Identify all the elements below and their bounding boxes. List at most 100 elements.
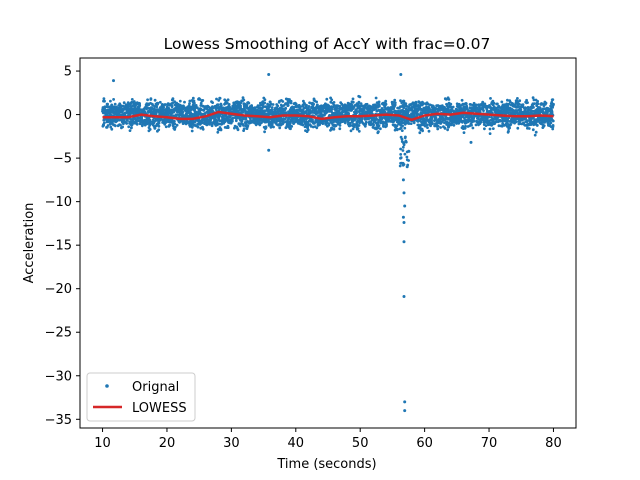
scatter-point — [402, 141, 406, 145]
scatter-point — [526, 101, 529, 104]
legend-marker-orignal — [105, 384, 109, 388]
scatter-point — [102, 121, 106, 125]
scatter-point — [507, 129, 510, 133]
scatter-point — [236, 128, 240, 132]
scatter-point — [194, 106, 197, 110]
scatter-point — [418, 131, 422, 135]
scatter-point — [146, 98, 150, 102]
scatter-point — [353, 103, 357, 107]
scatter-point — [533, 133, 537, 137]
scatter-point — [241, 111, 245, 114]
scatter-point — [281, 100, 285, 103]
scatter-point — [107, 120, 111, 124]
y-tick-label: −25 — [45, 326, 72, 341]
scatter-point — [247, 101, 251, 105]
scatter-point — [399, 99, 402, 102]
scatter-point — [289, 99, 293, 103]
scatter-point — [535, 124, 539, 127]
scatter-point — [163, 103, 167, 106]
scatter-point — [462, 116, 466, 119]
scatter-point — [459, 117, 463, 121]
scatter-point-outlier — [112, 79, 115, 83]
scatter-point — [196, 106, 199, 110]
scatter-point — [393, 123, 397, 127]
scatter-point — [436, 127, 440, 131]
scatter-point — [357, 100, 361, 104]
scatter-point — [544, 101, 548, 105]
scatter-point-outlier — [267, 73, 271, 76]
scatter-point — [343, 121, 347, 125]
scatter-point — [210, 124, 214, 128]
scatter-point — [487, 115, 491, 119]
scatter-point — [211, 101, 215, 104]
scatter-point — [126, 119, 129, 122]
scatter-point — [188, 99, 192, 103]
scatter-point — [211, 106, 215, 110]
x-tick-label: 60 — [416, 436, 433, 451]
scatter-point — [369, 120, 373, 124]
scatter-point — [268, 100, 272, 104]
scatter-point — [135, 122, 139, 126]
scatter-point — [173, 100, 177, 103]
scatter-point — [221, 114, 225, 117]
x-tick-label: 10 — [94, 436, 111, 451]
scatter-point — [407, 150, 411, 153]
scatter-point — [500, 100, 504, 104]
scatter-point — [430, 119, 433, 123]
scatter-point — [481, 100, 485, 104]
scatter-point — [542, 124, 546, 127]
scatter-point — [216, 130, 220, 134]
scatter-point — [199, 108, 203, 112]
scatter-point — [239, 104, 243, 108]
scatter-point — [226, 126, 230, 129]
scatter-point — [409, 122, 413, 125]
scatter-point — [289, 121, 292, 125]
scatter-point — [525, 119, 529, 122]
scatter-point — [132, 100, 136, 103]
scatter-point — [109, 99, 112, 103]
scatter-point — [462, 131, 466, 135]
scatter-point-outlier — [267, 148, 271, 152]
scatter-point — [168, 123, 172, 127]
scatter-point — [401, 124, 404, 128]
scatter-point — [192, 99, 196, 103]
scatter-point-outlier — [399, 73, 403, 76]
scatter-point — [536, 99, 539, 103]
scatter-point-outlier — [403, 400, 407, 404]
scatter-point — [501, 122, 505, 126]
scatter-layer — [101, 73, 555, 413]
scatter-point — [219, 104, 223, 107]
scatter-point — [379, 127, 382, 131]
x-tick-label: 40 — [288, 436, 305, 451]
scatter-point — [153, 98, 157, 102]
scatter-point — [363, 124, 367, 128]
scatter-point — [226, 98, 230, 102]
scatter-point — [183, 100, 186, 104]
scatter-point — [416, 120, 420, 123]
scatter-point — [215, 97, 218, 101]
scatter-point — [476, 120, 480, 123]
scatter-point — [404, 107, 408, 111]
scatter-point — [360, 117, 364, 121]
scatter-point — [205, 107, 209, 111]
scatter-point — [301, 123, 305, 127]
scatter-point — [465, 105, 469, 109]
scatter-point — [126, 101, 130, 104]
scatter-point — [193, 101, 196, 105]
scatter-point — [316, 111, 320, 114]
scatter-point-outlier — [402, 191, 406, 195]
scatter-point — [102, 123, 105, 127]
scatter-point — [399, 153, 403, 156]
scatter-point — [128, 129, 132, 133]
scatter-point-outlier — [402, 221, 406, 224]
scatter-point — [526, 110, 530, 114]
legend-label-orignal: Orignal — [132, 380, 179, 395]
scatter-point — [449, 102, 453, 106]
scatter-point — [506, 121, 509, 125]
scatter-point — [332, 103, 336, 107]
scatter-point — [113, 124, 117, 128]
scatter-point — [399, 147, 402, 151]
scatter-point — [310, 111, 314, 114]
scatter-point — [396, 127, 399, 131]
scatter-point — [299, 105, 302, 109]
